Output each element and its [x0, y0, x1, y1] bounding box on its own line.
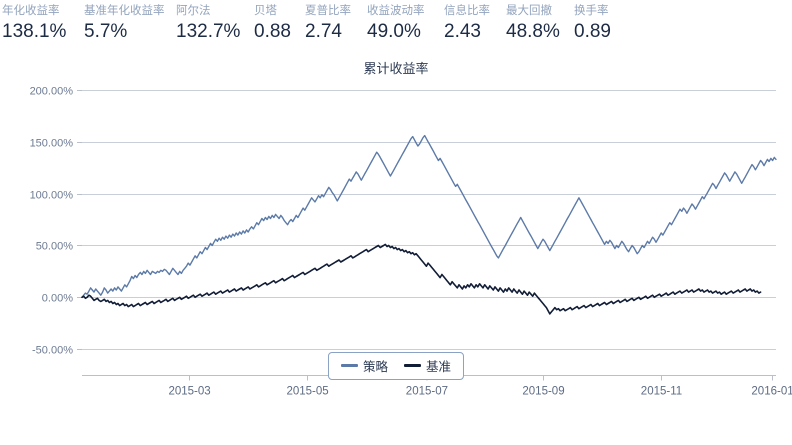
x-axis-label: 2015-07: [406, 386, 448, 398]
metric-label: 最大回撤: [506, 5, 552, 17]
metric-value: 5.7%: [84, 21, 128, 42]
metric-item: 贝塔 0.88: [254, 4, 291, 45]
metric-value: 0.89: [574, 21, 611, 42]
metric-label: 收益波动率: [367, 5, 425, 17]
metric-item: 收益波动率 49.0%: [367, 4, 425, 45]
metric-label: 夏普比率: [305, 5, 351, 17]
metric-value: 2.74: [305, 21, 342, 42]
metric-item: 信息比率 2.43: [444, 4, 490, 45]
cumulative-return-chart: 累计收益率 200.00% 150.00% 100.00% 50.00% 0.00% -5…: [0, 54, 792, 445]
x-axis-label: 2015-11: [641, 386, 682, 398]
series-line-strategy: [81, 134, 777, 298]
legend-color-swatch: [340, 364, 358, 367]
y-axis-label: 100.00%: [30, 190, 74, 202]
metric-label: 信息比率: [444, 5, 490, 17]
metric-value: 0.88: [254, 21, 291, 42]
metric-item: 阿尔法 132.7%: [176, 4, 240, 45]
metric-value: 2.43: [444, 21, 481, 42]
chart-legend[interactable]: 策略 基准: [327, 352, 465, 380]
metric-label: 贝塔: [254, 5, 277, 17]
x-axis-label: 2015-05: [286, 386, 328, 398]
metric-label: 换手率: [574, 5, 609, 17]
metric-item: 年化收益率 138.1%: [2, 4, 66, 45]
metric-label: 基准年化收益率: [84, 5, 165, 17]
y-axis-label: 50.00%: [36, 241, 74, 253]
metric-item: 换手率 0.89: [574, 4, 611, 45]
metric-item: 夏普比率 2.74: [305, 4, 351, 45]
legend-item[interactable]: 基准: [404, 356, 451, 375]
metric-value: 138.1%: [2, 21, 67, 42]
legend-label: 策略: [362, 360, 388, 374]
metric-label: 阿尔法: [176, 5, 211, 17]
legend-color-swatch: [404, 364, 421, 367]
y-axis-label: 0.00%: [42, 293, 73, 305]
legend-label: 基准: [426, 360, 452, 374]
x-axis-label: 2015-09: [522, 386, 564, 398]
metric-value: 49.0%: [367, 21, 421, 42]
chart-title: 累计收益率: [363, 61, 429, 76]
metric-label: 年化收益率: [2, 5, 60, 17]
metric-value: 48.8%: [506, 21, 560, 42]
metrics-summary-bar: 年化收益率 138.1% 基准年化收益率 5.7% 阿尔法 132.7% 贝塔 0.88 夏普比…: [0, 4, 792, 54]
metric-value: 132.7%: [176, 21, 241, 42]
metric-item: 最大回撤 48.8%: [506, 4, 560, 45]
y-axis-label: 200.00%: [30, 86, 74, 98]
metric-item: 基准年化收益率 5.7%: [84, 4, 165, 45]
y-axis-label: 150.00%: [30, 138, 74, 150]
y-axis-label: -50.00%: [32, 345, 73, 357]
legend-item[interactable]: 策略: [340, 356, 388, 375]
x-axis-label: 2015-03: [168, 386, 210, 398]
x-axis-label: 2016-01: [751, 386, 792, 398]
series-line-benchmark: [81, 243, 762, 315]
chart-plot-area: 200.00% 150.00% 100.00% 50.00% 0.00% -50.00% 2…: [30, 86, 792, 398]
